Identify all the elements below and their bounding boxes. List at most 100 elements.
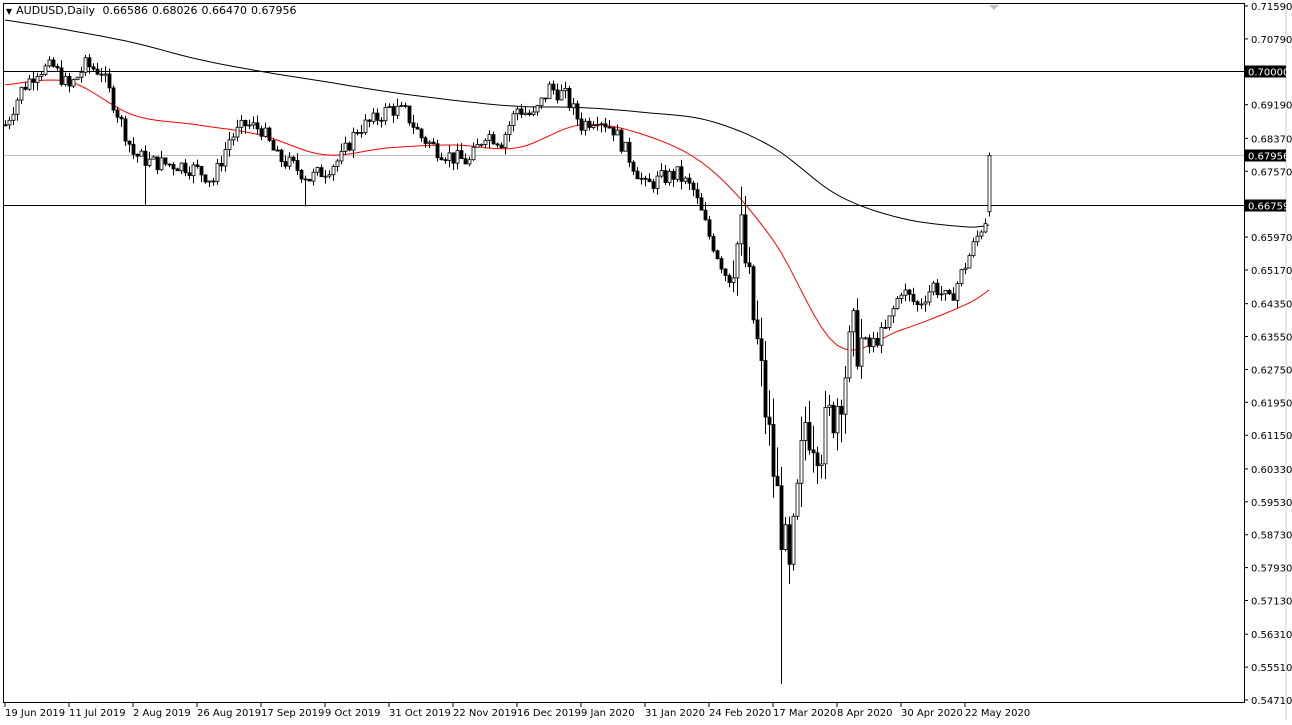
candle — [467, 156, 472, 167]
candle-body — [495, 143, 500, 146]
candle — [703, 201, 708, 221]
candle-body — [323, 175, 328, 178]
candle-body — [91, 66, 96, 70]
candle — [663, 165, 668, 186]
candle-body — [955, 283, 960, 301]
candle-body — [147, 158, 152, 166]
candle — [375, 108, 380, 125]
candle — [431, 138, 436, 145]
candle-body — [651, 181, 656, 189]
candle — [579, 112, 584, 135]
candle-body — [139, 150, 144, 157]
candle — [895, 296, 900, 310]
candle — [195, 159, 200, 169]
candle-body — [915, 301, 920, 306]
candle-body — [947, 289, 952, 295]
candle — [823, 390, 828, 480]
chart-shift-marker-icon[interactable] — [989, 5, 999, 10]
price-tick-label: 0.54710 — [1251, 696, 1292, 707]
candle-body — [343, 142, 348, 152]
time-tick-label: 31 Oct 2019 — [389, 708, 451, 719]
price-tick-label: 0.61950 — [1251, 398, 1292, 409]
candle — [399, 101, 404, 107]
candle — [723, 268, 728, 282]
candle-body — [255, 122, 260, 130]
candle — [775, 447, 780, 487]
candle-body — [539, 97, 544, 107]
candle-body — [391, 106, 396, 116]
candle-body — [211, 180, 216, 183]
candle — [75, 76, 80, 81]
candle — [51, 57, 56, 68]
candle — [767, 390, 772, 446]
candle-body — [387, 106, 392, 108]
candle-body — [515, 108, 520, 115]
candle — [735, 241, 740, 296]
price-tick-label: 0.67570 — [1251, 167, 1292, 178]
candle-body — [195, 164, 200, 167]
candles — [3, 54, 992, 684]
candle — [31, 71, 36, 91]
candle — [679, 159, 684, 190]
candle-body — [143, 150, 148, 166]
candle-body — [983, 223, 988, 233]
candle-body — [943, 289, 948, 295]
candle — [159, 150, 164, 171]
ohlc-open: 0.66586 — [102, 4, 149, 17]
candle-body — [519, 108, 524, 115]
candle-body — [559, 90, 564, 101]
candle-body — [923, 301, 928, 305]
candle — [847, 325, 852, 383]
candle-body — [907, 289, 912, 295]
candle — [331, 164, 336, 181]
candle-body — [503, 134, 508, 149]
candle-body — [767, 416, 772, 425]
candle — [87, 54, 92, 74]
candle — [407, 105, 412, 126]
symbol-timeframe: AUDUSD,Daily — [16, 4, 96, 17]
candle — [783, 516, 788, 552]
candle-body — [235, 126, 240, 138]
dropdown-triangle-icon[interactable]: ▼ — [6, 7, 13, 16]
candle-body — [631, 161, 636, 172]
candle — [143, 145, 148, 205]
candle — [19, 86, 24, 105]
candle-body — [675, 166, 680, 180]
candle — [639, 172, 644, 185]
candle — [379, 117, 384, 128]
candle-body — [419, 128, 424, 139]
ohlc-low: 0.66470 — [201, 4, 248, 17]
candle-body — [595, 124, 600, 127]
candle-body — [975, 235, 980, 243]
candle — [931, 281, 936, 296]
price-label-box — [1245, 199, 1286, 212]
candle — [167, 163, 172, 168]
candle-body — [167, 163, 172, 166]
candle — [667, 168, 672, 186]
candle-body — [427, 141, 432, 144]
candle-body — [527, 112, 532, 115]
time-tick-label: 31 Jan 2020 — [645, 708, 705, 719]
candle-body — [523, 112, 528, 115]
candle-body — [111, 87, 116, 111]
candle-body — [823, 406, 828, 465]
time-tick-label: 9 Jan 2020 — [581, 708, 635, 719]
candle — [35, 72, 40, 91]
candle-body — [563, 87, 568, 92]
candle — [647, 173, 652, 183]
candle-body — [879, 327, 884, 346]
candle — [435, 139, 440, 162]
candle — [907, 288, 912, 302]
candle — [15, 97, 20, 121]
time-tick-label: 19 Jun 2019 — [5, 708, 65, 719]
candle-body — [887, 315, 892, 328]
candle-body — [371, 112, 376, 122]
candle — [827, 394, 832, 417]
candle — [495, 142, 500, 148]
candle — [719, 256, 724, 274]
time-tick-label: 2 Aug 2019 — [133, 708, 191, 719]
candle-body — [355, 132, 360, 134]
candle — [543, 97, 548, 103]
candle — [527, 109, 532, 117]
